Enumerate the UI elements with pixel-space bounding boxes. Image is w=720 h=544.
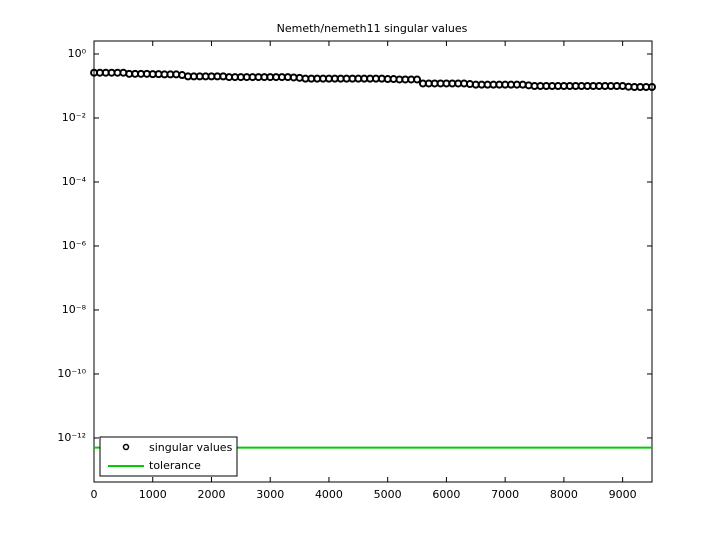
y-tick-label: 10⁻¹⁰ bbox=[57, 367, 86, 380]
x-tick-label: 7000 bbox=[491, 488, 519, 501]
y-tick-label: 10⁰ bbox=[68, 47, 87, 60]
legend-label: tolerance bbox=[149, 459, 201, 472]
x-tick-label: 4000 bbox=[315, 488, 343, 501]
x-tick-label: 5000 bbox=[374, 488, 402, 501]
data-point bbox=[648, 83, 656, 92]
x-tick-label: 2000 bbox=[197, 488, 225, 501]
data-point bbox=[413, 75, 422, 84]
y-tick-label: 10⁻⁸ bbox=[62, 303, 87, 316]
x-tick-label: 6000 bbox=[432, 488, 460, 501]
y-tick-label: 10⁻¹² bbox=[57, 431, 86, 444]
legend-label: singular values bbox=[149, 441, 233, 454]
x-tick-label: 0 bbox=[91, 488, 98, 501]
x-tick-label: 3000 bbox=[256, 488, 284, 501]
plot-frame bbox=[93, 40, 653, 483]
y-tick-label: 10⁻⁶ bbox=[62, 239, 87, 252]
legend-marker bbox=[122, 443, 130, 451]
y-tick-label: 10⁻² bbox=[62, 111, 86, 124]
legend-box bbox=[99, 436, 238, 477]
x-tick-label: 1000 bbox=[139, 488, 167, 501]
x-tick-label: 9000 bbox=[609, 488, 637, 501]
y-tick-label: 10⁻⁴ bbox=[62, 175, 87, 188]
x-tick-label: 8000 bbox=[550, 488, 578, 501]
chart-title: Nemeth/nemeth11 singular values bbox=[277, 22, 468, 35]
